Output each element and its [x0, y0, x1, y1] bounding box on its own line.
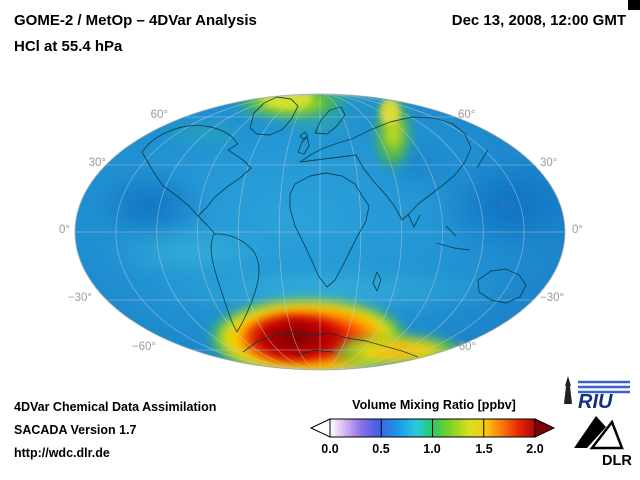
colorbar-tick-3: 1.5 — [475, 442, 493, 456]
dlr-logo: DLR — [574, 416, 632, 469]
timestamp: Dec 13, 2008, 12:00 GMT — [451, 12, 626, 29]
dlr-logo-mark — [574, 416, 606, 448]
footer-version-label: SACADA Version 1.7 — [14, 423, 137, 437]
coastlines — [141, 96, 555, 358]
colorbar-tick-4: 2.0 — [526, 442, 544, 456]
plot-title: GOME-2 / MetOp – 4DVar Analysis — [14, 12, 257, 29]
lat-label-left-60: 60° — [150, 109, 168, 121]
colorbar-left-arrow — [309, 418, 331, 438]
lat-label-left-minus30: −30° — [67, 292, 92, 304]
world-map — [75, 94, 565, 370]
riu-logo: RIU — [564, 376, 630, 413]
riu-tower-icon — [564, 376, 572, 404]
corner-mark — [628, 0, 640, 10]
lat-label-right-minus30: −30° — [540, 292, 565, 304]
colorbar-title: Volume Mixing Ratio [ppbv] — [352, 398, 516, 412]
colorbar-tick-0: 0.0 — [321, 442, 339, 456]
lat-label-right-30: 30° — [540, 157, 558, 169]
lat-label-right-60: 60° — [458, 109, 476, 121]
plot-subtitle: HCl at 55.4 hPa — [14, 38, 123, 55]
lat-label-right-0: 0° — [572, 224, 583, 236]
riu-logo-text: RIU — [578, 391, 613, 413]
lat-label-left-30: 30° — [88, 157, 106, 169]
footer-assimilation-label: 4DVar Chemical Data Assimilation — [14, 400, 217, 414]
colorbar — [309, 418, 556, 438]
lat-label-left-0: 0° — [59, 224, 70, 236]
footer-url-label: http://wdc.dlr.de — [14, 446, 110, 460]
dlr-logo-text: DLR — [602, 453, 632, 469]
colorbar-tick-1: 0.5 — [372, 442, 390, 456]
map-outline — [74, 93, 566, 371]
colorbar-right-arrow — [534, 418, 556, 438]
colorbar-tick-2: 1.0 — [423, 442, 441, 456]
lat-label-left-minus60: −60° — [131, 341, 156, 353]
dlr-logo-mark-outline — [589, 419, 624, 450]
lat-label-right-minus60: −60° — [452, 341, 477, 353]
